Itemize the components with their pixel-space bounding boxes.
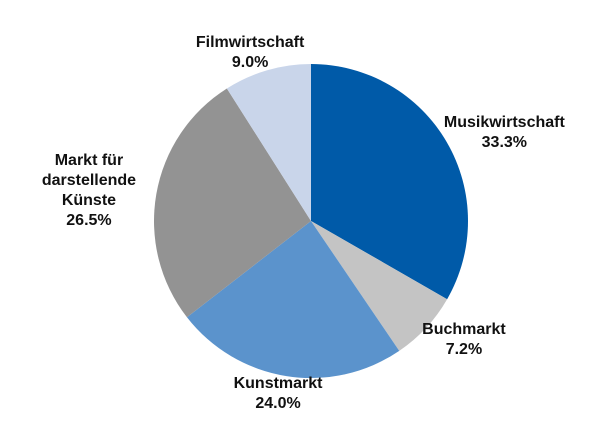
pie-slice <box>226 64 311 221</box>
value-label: 7.2% <box>445 340 483 358</box>
category-label: Buchmarkt <box>422 320 506 338</box>
pie-slice <box>186 221 400 379</box>
pie-slice <box>311 221 448 351</box>
pie-slice <box>311 64 468 300</box>
slice-label: Markt für darstellende Künste 26.5% <box>26 151 152 231</box>
value-label: 9.0% <box>231 53 269 71</box>
value-label: 24.0% <box>255 394 301 412</box>
pie-slice <box>154 88 311 318</box>
category-label: Musikwirtschaft <box>443 114 565 132</box>
value-label: 26.5% <box>66 211 112 229</box>
slice-label: Filmwirtschaft 9.0% <box>196 33 304 73</box>
category-label: Markt für darstellende Künste <box>41 151 137 209</box>
category-label: Filmwirtschaft <box>195 33 305 51</box>
slice-label: Buchmarkt 7.2% <box>422 320 506 360</box>
slice-label: Musikwirtschaft 33.3% <box>444 113 565 153</box>
category-label: Kunstmarkt <box>233 374 323 392</box>
slice-label: Kunstmarkt 24.0% <box>234 374 323 414</box>
value-label: 33.3% <box>481 134 528 152</box>
